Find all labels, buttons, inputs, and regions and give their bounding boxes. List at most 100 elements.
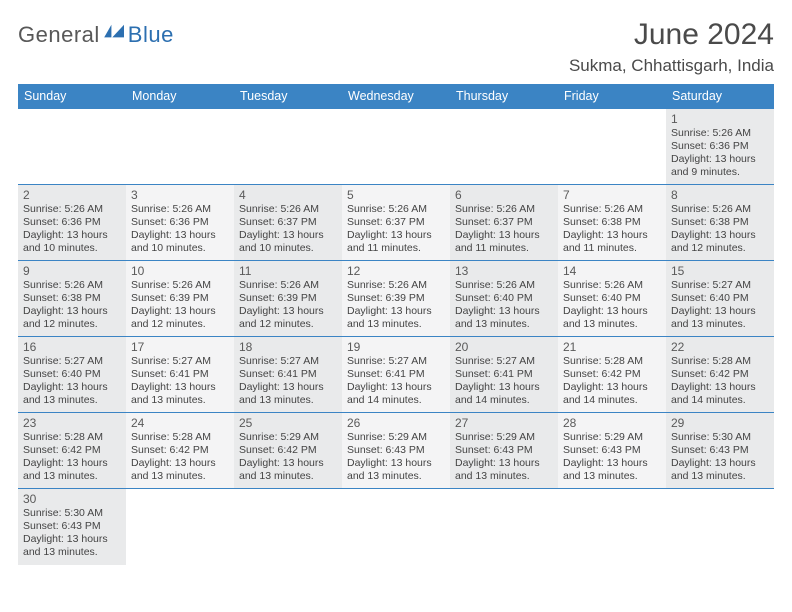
sunset-label: Sunset: (131, 292, 170, 304)
sunset-value: 6:37 PM (278, 216, 317, 228)
day-info: Sunrise: 5:30 AMSunset: 6:43 PMDaylight:… (671, 431, 769, 484)
calendar-week-row: 23Sunrise: 5:28 AMSunset: 6:42 PMDayligh… (18, 413, 774, 489)
daylight-label: Daylight: (23, 381, 67, 393)
sunrise-value: 5:29 AM (388, 431, 427, 443)
day-info: Sunrise: 5:26 AMSunset: 6:40 PMDaylight:… (563, 279, 661, 332)
day-number: 5 (347, 188, 445, 202)
sunset-label: Sunset: (347, 368, 386, 380)
sunset-label: Sunset: (239, 368, 278, 380)
sunrise-value: 5:26 AM (604, 203, 643, 215)
day-info: Sunrise: 5:26 AMSunset: 6:37 PMDaylight:… (455, 203, 553, 256)
sunset-label: Sunset: (563, 216, 602, 228)
calendar-cell: 14Sunrise: 5:26 AMSunset: 6:40 PMDayligh… (558, 261, 666, 337)
day-info: Sunrise: 5:26 AMSunset: 6:39 PMDaylight:… (131, 279, 229, 332)
sunrise-value: 5:28 AM (172, 431, 211, 443)
calendar-cell (666, 489, 774, 565)
day-info: Sunrise: 5:26 AMSunset: 6:39 PMDaylight:… (239, 279, 337, 332)
calendar-cell: 22Sunrise: 5:28 AMSunset: 6:42 PMDayligh… (666, 337, 774, 413)
sunrise-value: 5:29 AM (604, 431, 643, 443)
day-info: Sunrise: 5:28 AMSunset: 6:42 PMDaylight:… (23, 431, 121, 484)
sunrise-label: Sunrise: (131, 355, 172, 367)
day-info: Sunrise: 5:28 AMSunset: 6:42 PMDaylight:… (131, 431, 229, 484)
daylight-label: Daylight: (671, 229, 715, 241)
sunset-value: 6:41 PM (386, 368, 425, 380)
daylight-label: Daylight: (563, 381, 607, 393)
day-info: Sunrise: 5:29 AMSunset: 6:43 PMDaylight:… (455, 431, 553, 484)
location: Sukma, Chhattisgarh, India (569, 56, 774, 76)
sunrise-label: Sunrise: (563, 431, 604, 443)
day-number: 28 (563, 416, 661, 430)
calendar-cell (558, 109, 666, 185)
calendar-cell: 5Sunrise: 5:26 AMSunset: 6:37 PMDaylight… (342, 185, 450, 261)
sunrise-label: Sunrise: (131, 203, 172, 215)
sunrise-label: Sunrise: (347, 355, 388, 367)
sunset-value: 6:42 PM (62, 444, 101, 456)
calendar-cell (450, 489, 558, 565)
calendar-cell (342, 489, 450, 565)
day-info: Sunrise: 5:26 AMSunset: 6:36 PMDaylight:… (131, 203, 229, 256)
calendar-cell: 15Sunrise: 5:27 AMSunset: 6:40 PMDayligh… (666, 261, 774, 337)
day-number: 15 (671, 264, 769, 278)
calendar-cell: 30Sunrise: 5:30 AMSunset: 6:43 PMDayligh… (18, 489, 126, 565)
calendar-cell: 6Sunrise: 5:26 AMSunset: 6:37 PMDaylight… (450, 185, 558, 261)
calendar-cell: 3Sunrise: 5:26 AMSunset: 6:36 PMDaylight… (126, 185, 234, 261)
calendar-cell (234, 489, 342, 565)
sunset-label: Sunset: (455, 368, 494, 380)
sunset-value: 6:41 PM (278, 368, 317, 380)
sunrise-label: Sunrise: (563, 203, 604, 215)
sunset-value: 6:43 PM (710, 444, 749, 456)
weekday-header: Sunday (18, 84, 126, 109)
sunset-value: 6:38 PM (602, 216, 641, 228)
sunrise-label: Sunrise: (671, 431, 712, 443)
day-number: 1 (671, 112, 769, 126)
calendar-week-row: 2Sunrise: 5:26 AMSunset: 6:36 PMDaylight… (18, 185, 774, 261)
calendar-cell: 23Sunrise: 5:28 AMSunset: 6:42 PMDayligh… (18, 413, 126, 489)
calendar-table: Sunday Monday Tuesday Wednesday Thursday… (18, 84, 774, 565)
calendar-cell: 1Sunrise: 5:26 AMSunset: 6:36 PMDaylight… (666, 109, 774, 185)
sunrise-label: Sunrise: (563, 279, 604, 291)
sunrise-value: 5:26 AM (64, 203, 103, 215)
daylight-label: Daylight: (239, 381, 283, 393)
sunset-value: 6:43 PM (494, 444, 533, 456)
day-number: 23 (23, 416, 121, 430)
sunset-label: Sunset: (563, 292, 602, 304)
calendar-cell: 4Sunrise: 5:26 AMSunset: 6:37 PMDaylight… (234, 185, 342, 261)
sunset-value: 6:40 PM (710, 292, 749, 304)
daylight-label: Daylight: (131, 229, 175, 241)
logo-text-blue: Blue (128, 22, 174, 48)
sunset-label: Sunset: (671, 140, 710, 152)
sunset-label: Sunset: (131, 216, 170, 228)
sunset-label: Sunset: (671, 444, 710, 456)
title-block: June 2024 Sukma, Chhattisgarh, India (569, 18, 774, 76)
sunset-value: 6:43 PM (62, 520, 101, 532)
day-number: 26 (347, 416, 445, 430)
calendar-cell (342, 109, 450, 185)
sunset-label: Sunset: (131, 368, 170, 380)
sunset-label: Sunset: (239, 444, 278, 456)
sunset-value: 6:39 PM (386, 292, 425, 304)
day-number: 13 (455, 264, 553, 278)
sunset-label: Sunset: (455, 216, 494, 228)
sunrise-label: Sunrise: (347, 279, 388, 291)
sunrise-value: 5:27 AM (172, 355, 211, 367)
sunrise-value: 5:29 AM (496, 431, 535, 443)
sunrise-value: 5:27 AM (280, 355, 319, 367)
weekday-header: Wednesday (342, 84, 450, 109)
calendar-cell: 28Sunrise: 5:29 AMSunset: 6:43 PMDayligh… (558, 413, 666, 489)
weekday-header: Monday (126, 84, 234, 109)
sunrise-label: Sunrise: (347, 431, 388, 443)
daylight-label: Daylight: (671, 305, 715, 317)
sunrise-label: Sunrise: (455, 355, 496, 367)
day-info: Sunrise: 5:28 AMSunset: 6:42 PMDaylight:… (671, 355, 769, 408)
daylight-label: Daylight: (347, 381, 391, 393)
sunset-value: 6:43 PM (602, 444, 641, 456)
sunrise-value: 5:27 AM (496, 355, 535, 367)
sunset-value: 6:36 PM (62, 216, 101, 228)
sunrise-label: Sunrise: (23, 203, 64, 215)
daylight-label: Daylight: (239, 305, 283, 317)
sunset-label: Sunset: (671, 216, 710, 228)
page-header: General Blue June 2024 Sukma, Chhattisga… (18, 18, 774, 76)
day-number: 8 (671, 188, 769, 202)
sunrise-value: 5:28 AM (64, 431, 103, 443)
calendar-week-row: 16Sunrise: 5:27 AMSunset: 6:40 PMDayligh… (18, 337, 774, 413)
